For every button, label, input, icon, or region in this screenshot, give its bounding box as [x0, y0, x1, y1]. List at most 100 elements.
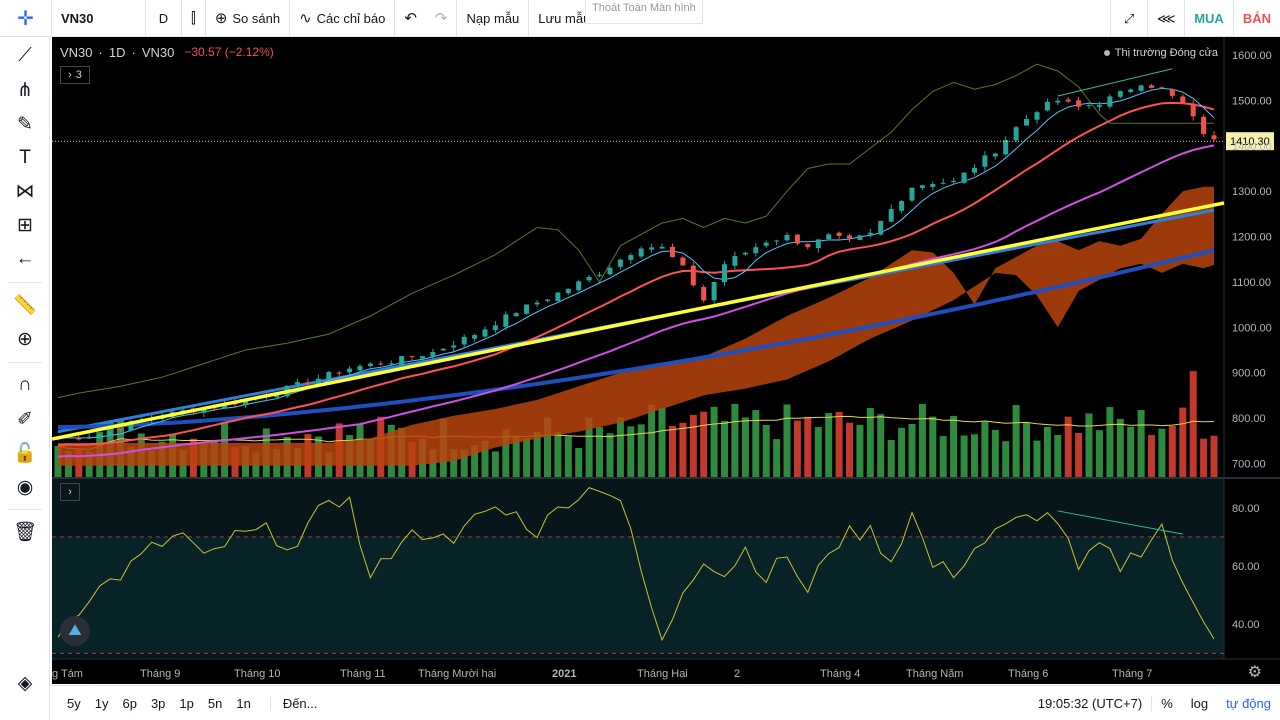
volume-bar — [887, 440, 895, 477]
rsi-pane-toggle[interactable]: › — [60, 483, 80, 501]
candle-body — [1190, 103, 1196, 117]
time-tick-label: Tháng 7 — [1112, 668, 1152, 680]
ruler-icon[interactable]: 📏 — [13, 295, 37, 316]
range-button-5y[interactable]: 5y — [67, 695, 81, 711]
candle-body — [357, 366, 363, 371]
fullscreen-tooltip: Thoát Toàn Màn hình — [585, 0, 703, 24]
price-tick-label: 1600.00 — [1232, 50, 1272, 62]
compare-button[interactable]: ⊕ So sánh — [206, 0, 291, 37]
chart-area[interactable]: 1410.30 700.00 800.00 900.00 1000.00 1100.00 1… — [52, 37, 1280, 684]
indicators-button[interactable]: ∿ Các chỉ báo — [290, 0, 396, 37]
undo-button[interactable]: ↶ — [395, 0, 426, 37]
log-toggle[interactable]: log — [1190, 696, 1209, 711]
templates-button[interactable]: Nạp mẫu — [457, 0, 530, 37]
volume-bar — [814, 426, 822, 477]
buy-button[interactable]: MUA — [1184, 0, 1233, 37]
chart-canvas[interactable]: 1410.30 700.00 800.00 900.00 1000.00 1100.00 1… — [52, 37, 1280, 684]
volume-bar — [1064, 416, 1072, 477]
volume-bar — [877, 414, 885, 477]
candle-body — [857, 235, 863, 240]
range-button-3p[interactable]: 3p — [150, 695, 166, 711]
candle-body — [586, 277, 592, 281]
candle-body — [722, 264, 727, 283]
trash-icon[interactable]: 🗑 — [12, 522, 38, 543]
auto-scale-toggle[interactable]: tự động — [1226, 696, 1271, 711]
range-button-5n[interactable]: 5n — [207, 695, 223, 711]
time-tick-label: Tháng 6 — [1008, 668, 1048, 680]
volume-bar — [1127, 426, 1135, 477]
volume-bar — [512, 435, 520, 477]
redo-button[interactable]: ↷ — [426, 0, 458, 37]
indicators-toggle[interactable]: › 3 — [60, 66, 90, 84]
magnet-icon[interactable]: ∩ — [18, 374, 32, 395]
layers-icon[interactable]: ◈ — [17, 672, 33, 694]
candle-body — [409, 356, 415, 358]
volume-bar — [1095, 430, 1103, 477]
stay-drawing-icon[interactable]: ✐ — [17, 408, 33, 430]
back-arrow-icon[interactable]: ← — [15, 248, 35, 269]
interval-button[interactable]: D — [146, 0, 182, 37]
candle-body — [472, 335, 478, 339]
price-tick-label: 1100.00 — [1232, 277, 1271, 289]
pattern-tool-icon[interactable]: ⋈ — [15, 180, 35, 202]
save-button[interactable]: Lưu mẫu — [529, 0, 599, 37]
candle-body — [888, 209, 894, 222]
range-button-1y[interactable]: 1y — [94, 695, 109, 711]
volume-bar — [564, 436, 572, 477]
sell-button[interactable]: BÁN — [1232, 0, 1280, 37]
candle-body — [107, 430, 113, 436]
price-tick-label: 700.00 — [1232, 458, 1266, 470]
gear-icon[interactable]: ⚙ — [1247, 664, 1262, 681]
crosshair-icon[interactable]: ✛ — [0, 0, 52, 37]
candle-body — [430, 352, 436, 357]
tradingview-logo-icon[interactable]: ⛰ — [60, 616, 90, 646]
candle-body — [794, 234, 800, 244]
range-button-1n[interactable]: 1n — [236, 695, 251, 711]
candle-body — [1086, 105, 1092, 107]
goto-date-button[interactable]: Đến... — [269, 695, 318, 711]
candle-body — [1024, 119, 1029, 126]
trendline-tool-icon[interactable]: ⟋ — [18, 45, 32, 66]
volume-bar — [918, 403, 926, 477]
brush-tool-icon[interactable]: ✎ — [17, 113, 33, 135]
eye-icon[interactable]: ◉ — [16, 476, 34, 498]
time-tick-label: Tháng 9 — [140, 668, 180, 680]
percent-toggle[interactable]: % — [1161, 696, 1173, 711]
range-button-6p[interactable]: 6p — [122, 695, 137, 711]
time-tick-label: Tháng 4 — [820, 668, 860, 680]
lock-icon[interactable]: 🔓 — [13, 443, 37, 464]
prediction-tool-icon[interactable]: ⊞ — [17, 214, 33, 236]
time-tick-label: Tháng Năm — [906, 668, 963, 680]
volume-bar — [1116, 418, 1124, 477]
time-tick-label: Tháng 10 — [234, 668, 280, 680]
volume-bar — [1012, 405, 1020, 477]
candle-body — [461, 336, 467, 345]
volume-bar — [971, 434, 978, 477]
last-price-label: 1410.30 — [1230, 136, 1270, 148]
legend-separator: · — [98, 45, 103, 60]
pitchfork-tool-icon[interactable]: ⋔ — [17, 79, 33, 101]
candle-body — [1065, 99, 1071, 102]
candle-body — [503, 314, 509, 327]
templates-label: Nạp mẫu — [466, 10, 520, 26]
chart-type-button[interactable]: ⫿ — [182, 0, 206, 37]
price-tick-label: 900.00 — [1232, 368, 1266, 380]
last-price-badge — [1226, 132, 1274, 151]
volume-bar — [752, 410, 760, 477]
volume-bar — [939, 436, 947, 477]
text-tool-icon[interactable]: T — [19, 147, 31, 168]
save-label: Lưu mẫu — [538, 10, 591, 26]
top-right-group: ⤢ ⋘ MUA BÁN — [1110, 0, 1280, 37]
rsi-tick-label: 80.00 — [1232, 503, 1260, 515]
volume-bar — [1158, 428, 1166, 477]
volume-bar — [700, 411, 708, 477]
symbol-search[interactable]: VN30 — [52, 0, 146, 37]
candle-body — [597, 275, 602, 277]
candle-body — [399, 356, 405, 365]
share-button[interactable]: ⋘ — [1147, 0, 1184, 37]
fullscreen-button[interactable]: ⤢ — [1110, 0, 1147, 37]
zoom-in-icon[interactable]: ⊕ — [17, 328, 33, 350]
volume-bar — [908, 424, 916, 477]
range-button-1p[interactable]: 1p — [179, 695, 194, 711]
clock[interactable]: 19:05:32 (UTC+7) — [1029, 696, 1153, 711]
